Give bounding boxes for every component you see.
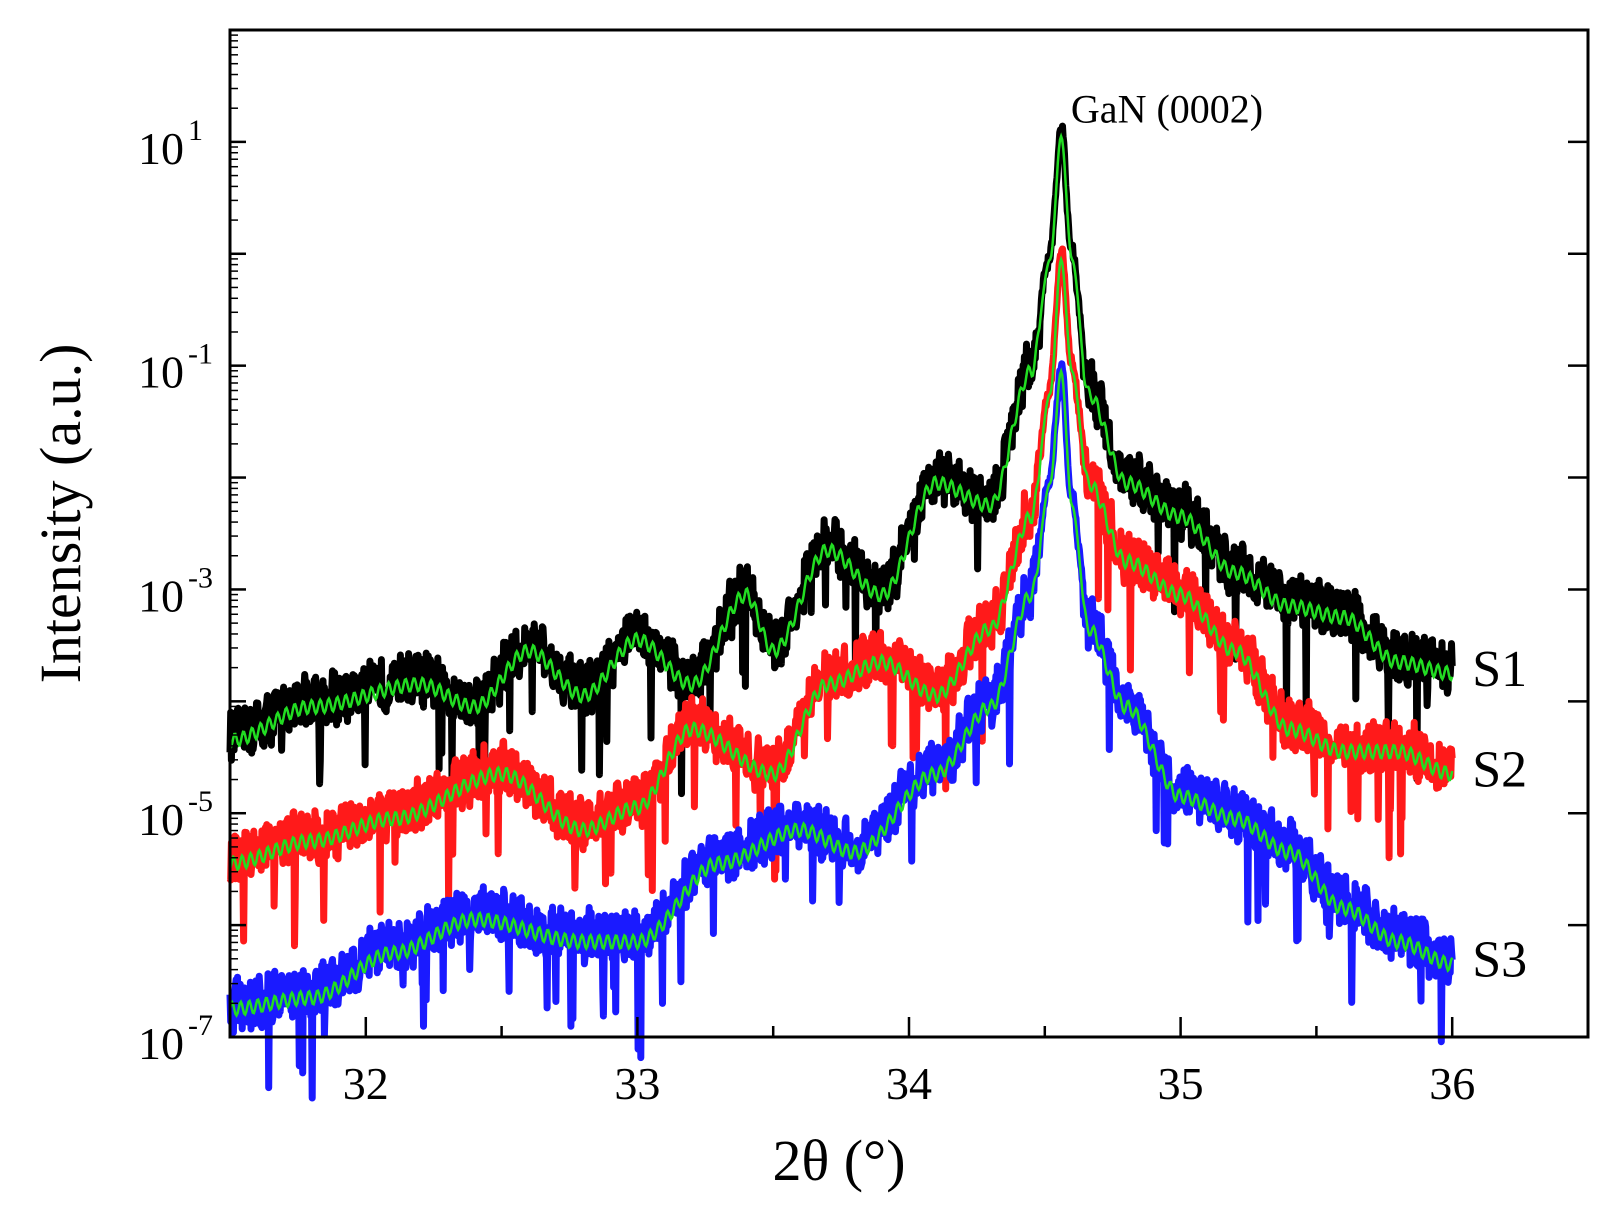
y-tick-base: 10 (138, 347, 184, 398)
y-tick-base: 10 (138, 570, 184, 621)
y-tick-label: 10 -5 (138, 785, 213, 845)
y-tick-label: 10 -3 (138, 561, 213, 621)
y-tick-exponent: -3 (188, 561, 213, 594)
y-tick-label: 10 1 (138, 114, 203, 174)
label-s1: S1 (1472, 641, 1527, 698)
peak-annotation: GaN (0002) (1071, 86, 1263, 131)
label-s3: S3 (1472, 932, 1527, 989)
fit-s1 (229, 132, 1454, 749)
series-s1: S1 (226, 122, 1527, 798)
y-tick-exponent: -1 (188, 338, 213, 371)
y-tick-exponent: 1 (188, 114, 203, 147)
x-tick-label: 36 (1429, 1058, 1475, 1109)
x-tick-label: 34 (886, 1058, 932, 1109)
measured-s2 (226, 245, 1456, 950)
y-tick-label: 10 -1 (138, 338, 213, 398)
series-s3: S3 (226, 360, 1527, 1102)
x-tick-label: 35 (1158, 1058, 1204, 1109)
curves-layer: S1 S2 S3 (226, 122, 1527, 1102)
y-tick-exponent: -5 (188, 785, 213, 818)
y-tick-base: 10 (138, 794, 184, 845)
ticks-layer (230, 28, 1590, 1039)
series-s2: S2 (226, 245, 1527, 950)
x-axis-title: 2θ (°) (772, 1128, 905, 1193)
y-tick-exponent: -7 (188, 1009, 213, 1042)
y-tick-base: 10 (138, 1018, 184, 1069)
x-tick-label: 32 (343, 1058, 389, 1109)
label-s2: S2 (1472, 741, 1527, 798)
y-axis-title: Intensity (a.u.) (28, 344, 93, 684)
y-tick-label: 10 -7 (138, 1009, 213, 1069)
fit-s3 (228, 367, 1454, 1019)
y-tick-base: 10 (138, 123, 184, 174)
measured-s3 (226, 360, 1456, 1102)
fit-s2 (228, 255, 1454, 873)
x-tick-label: 33 (614, 1058, 660, 1109)
